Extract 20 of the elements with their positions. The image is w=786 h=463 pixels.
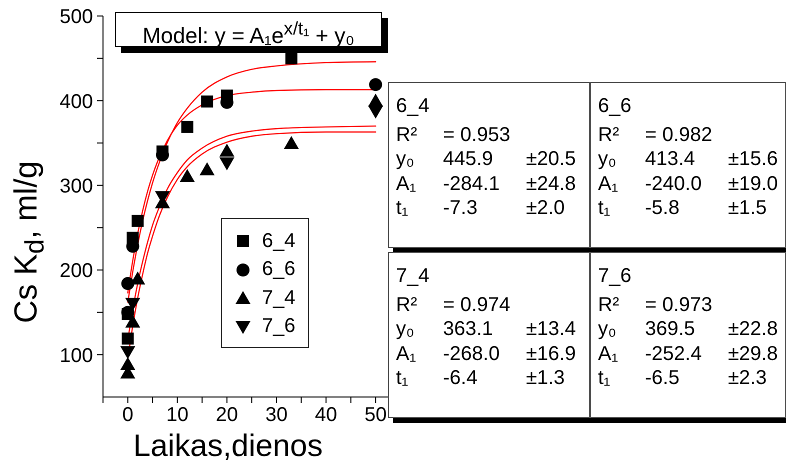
text: 6_4 R² = 0.953 y₀ 445.9 ±20.5 A₁ -284.1 ±24.8 t₁ -7.3 ±2.0	[396, 94, 576, 220]
text: 7_6 R² = 0.973 y₀ 369.5 ±22.8 A₁ -252.4 ±29.8 t₁ -6.5 ±2.3	[598, 264, 778, 390]
legend-label: 6_4	[262, 230, 296, 253]
x-tick-label: 0	[122, 404, 134, 426]
y-tick-label: 400	[60, 90, 93, 113]
y-tick-label: 500	[60, 6, 93, 28]
y-tick-label: 100	[60, 344, 93, 367]
x-tick-label: 10	[166, 404, 188, 426]
text: 6_6 R² = 0.982 y₀ 413.4 ±15.6 A₁ -240.0 ±19.0 t₁ -5.8 ±1.5	[598, 94, 778, 220]
x-tick-label: 50	[364, 404, 387, 426]
legend-label: 7_6	[262, 315, 296, 338]
legend-label: 7_4	[262, 286, 296, 310]
x-tick-label: 40	[314, 404, 338, 426]
y-tick-label: 200	[60, 260, 93, 282]
x-tick-label: 20	[216, 404, 238, 426]
legend-label: 6_6	[262, 258, 296, 282]
text: 7_4 R² = 0.974 y₀ 363.1 ±13.4 A₁ -268.0 ±16.9 t₁ -6.4 ±1.3	[396, 264, 576, 390]
y-tick-label: 300	[60, 175, 93, 198]
x-tick-label: 30	[265, 404, 288, 426]
x-axis-title: Laikas,dienos	[133, 428, 323, 463]
